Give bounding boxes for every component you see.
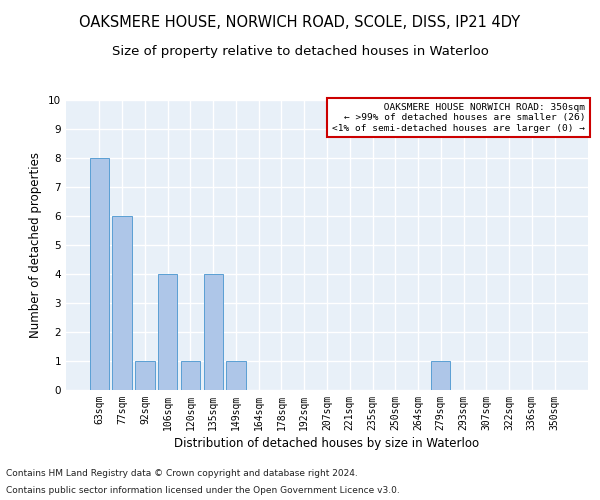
Bar	[135, 361, 155, 390]
Bar	[112, 216, 132, 390]
Bar	[158, 274, 178, 390]
Bar	[203, 274, 223, 390]
Bar	[226, 361, 245, 390]
Text: OAKSMERE HOUSE, NORWICH ROAD, SCOLE, DISS, IP21 4DY: OAKSMERE HOUSE, NORWICH ROAD, SCOLE, DIS…	[79, 15, 521, 30]
Bar	[90, 158, 109, 390]
Text: Contains HM Land Registry data © Crown copyright and database right 2024.: Contains HM Land Registry data © Crown c…	[6, 468, 358, 477]
Y-axis label: Number of detached properties: Number of detached properties	[29, 152, 43, 338]
Text: Contains public sector information licensed under the Open Government Licence v3: Contains public sector information licen…	[6, 486, 400, 495]
Bar	[181, 361, 200, 390]
X-axis label: Distribution of detached houses by size in Waterloo: Distribution of detached houses by size …	[175, 437, 479, 450]
Text: OAKSMERE HOUSE NORWICH ROAD: 350sqm
← >99% of detached houses are smaller (26)
<: OAKSMERE HOUSE NORWICH ROAD: 350sqm ← >9…	[332, 103, 585, 132]
Bar	[431, 361, 451, 390]
Text: Size of property relative to detached houses in Waterloo: Size of property relative to detached ho…	[112, 45, 488, 58]
